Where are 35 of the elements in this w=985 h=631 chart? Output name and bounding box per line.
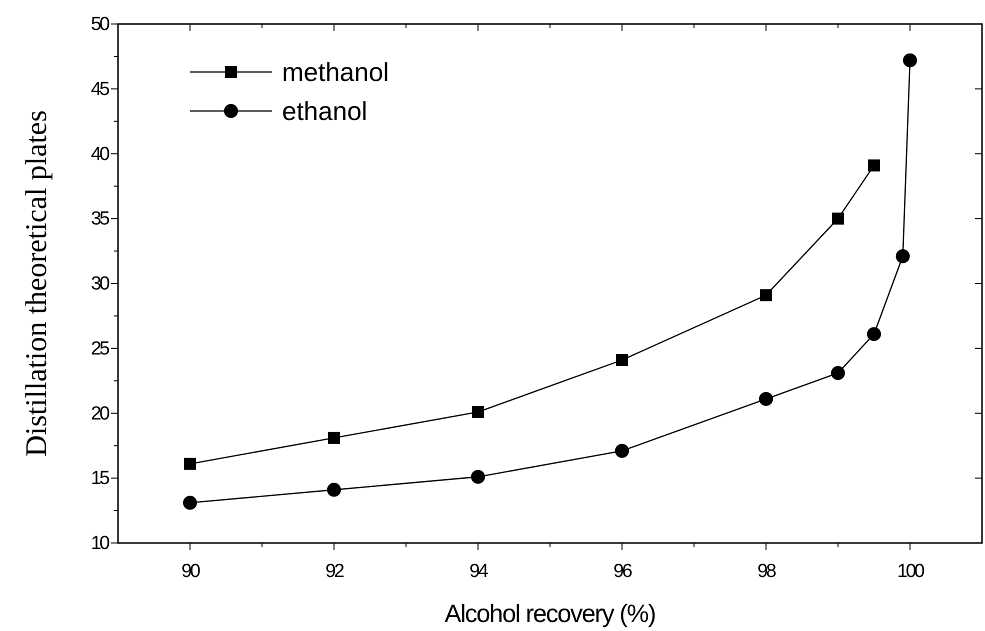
x-axis-title: Alcohol recovery (%): [444, 600, 656, 628]
y-tick-label: 15: [90, 468, 110, 490]
point: [903, 53, 917, 68]
x-tick-label: 92: [325, 561, 344, 582]
point: [184, 458, 196, 470]
point: [615, 444, 629, 458]
y-tick-label: 20: [90, 403, 110, 424]
x-tick-label: 94: [469, 561, 489, 582]
x-tick-label: 100: [897, 561, 924, 582]
y-tick-label: 35: [90, 208, 110, 230]
y-tick-label: 40: [90, 144, 110, 165]
point: [831, 366, 845, 380]
legend-label: ethanol: [282, 96, 368, 126]
point: [896, 249, 910, 264]
y-axis-title: Distillation theoretical plates: [20, 110, 53, 457]
y-tick-label: 10: [90, 533, 110, 554]
point: [832, 212, 844, 225]
point: [867, 327, 881, 342]
legend-label: methanol: [282, 57, 389, 87]
point: [759, 392, 773, 406]
point: [327, 482, 341, 497]
point: [472, 406, 484, 418]
point: [328, 432, 340, 444]
x-tick-label: 90: [181, 561, 200, 582]
point: [616, 354, 628, 366]
point: [868, 159, 880, 172]
x-tick-label: 96: [613, 561, 632, 582]
point: [760, 289, 772, 302]
point: [183, 496, 197, 510]
y-tick-label: 25: [90, 338, 110, 360]
y-tick-label: 50: [90, 14, 110, 35]
point: [471, 470, 485, 484]
x-tick-label: 98: [757, 561, 776, 582]
y-tick-label: 30: [90, 274, 110, 294]
y-tick-label: 45: [90, 78, 110, 100]
